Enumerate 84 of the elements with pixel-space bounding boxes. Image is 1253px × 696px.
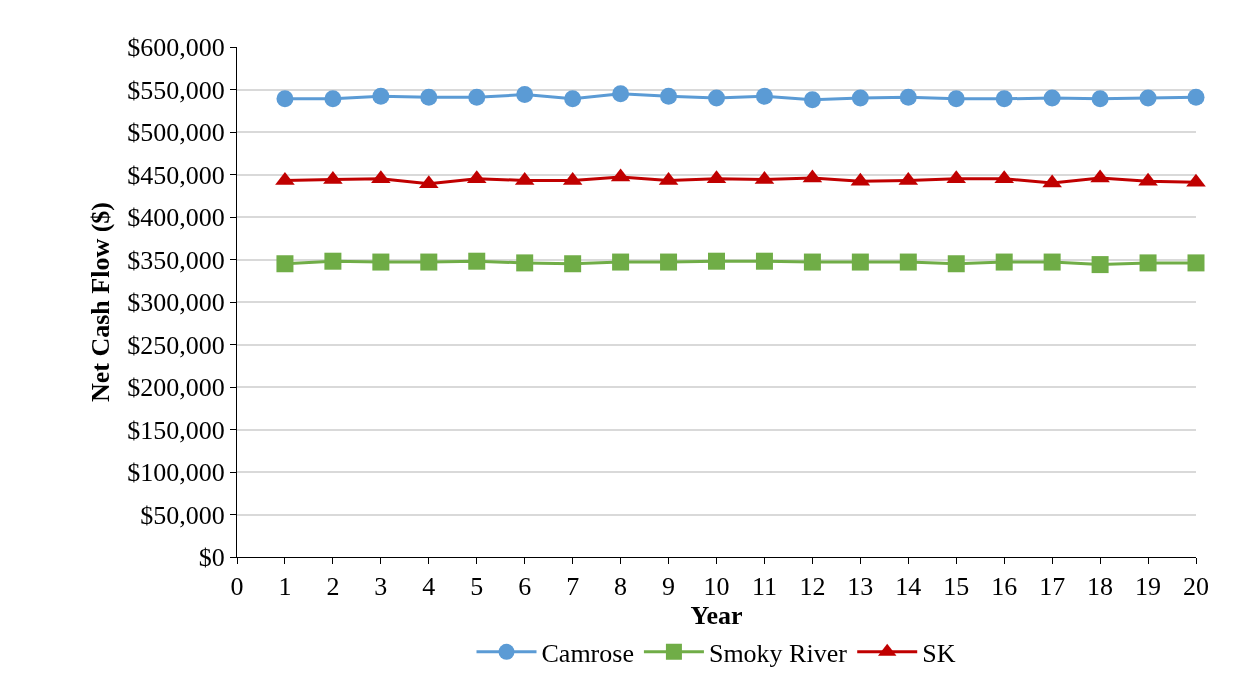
point (420, 88, 438, 106)
legend-label: SK (922, 638, 956, 668)
y-tick-label: $100,000 (127, 458, 225, 488)
point (276, 90, 294, 108)
y-axis-title: Net Cash Flow ($) (85, 201, 115, 403)
point (612, 85, 630, 103)
x-tick-label: 6 (518, 572, 532, 602)
x-tick-label: 14 (895, 572, 922, 602)
point (660, 87, 678, 105)
x-tick-label: 3 (374, 572, 388, 602)
point (1042, 174, 1062, 188)
y-tick-label: $50,000 (140, 500, 225, 530)
point (516, 86, 534, 104)
point (899, 88, 917, 106)
point (1186, 173, 1206, 187)
point (372, 87, 390, 105)
y-tick-label: $300,000 (127, 288, 225, 318)
point (947, 90, 965, 108)
x-tick-label: 17 (1039, 572, 1066, 602)
y-tick-label: $400,000 (127, 203, 225, 233)
point (516, 254, 534, 272)
point (1187, 254, 1205, 272)
x-tick-label: 15 (943, 572, 970, 602)
x-tick-label: 10 (703, 572, 730, 602)
x-tick-label: 5 (470, 572, 484, 602)
y-tick-label: $550,000 (127, 75, 225, 105)
x-tick-label: 20 (1183, 572, 1209, 602)
x-tick-label: 1 (278, 572, 292, 602)
point (851, 89, 869, 107)
point (468, 252, 486, 270)
point (275, 171, 295, 185)
y-tick-label: $150,000 (127, 415, 225, 445)
point (708, 252, 725, 270)
x-tick-label: 16 (991, 572, 1018, 602)
point (1090, 169, 1110, 183)
point (755, 87, 773, 105)
point (995, 90, 1013, 108)
point (1091, 256, 1109, 274)
point (1091, 90, 1109, 108)
point (899, 253, 917, 271)
x-tick-label: 19 (1135, 572, 1162, 602)
point (612, 253, 630, 271)
point (660, 253, 678, 271)
point (372, 253, 390, 271)
point (420, 253, 438, 271)
point (755, 252, 773, 270)
x-tick-label: 4 (422, 572, 436, 602)
x-tick-label: 12 (799, 572, 826, 602)
point (1043, 89, 1061, 107)
x-axis-title: Year (690, 601, 743, 631)
x-tick-label: 9 (662, 572, 676, 602)
point (1187, 88, 1205, 106)
x-tick-label: 8 (614, 572, 628, 602)
legend-label: Camrose (541, 638, 634, 668)
x-tick-label: 13 (847, 572, 874, 602)
point (803, 91, 821, 109)
y-tick-label: $350,000 (127, 245, 225, 275)
point (324, 252, 342, 270)
point (1139, 89, 1157, 107)
x-tick-label: 18 (1087, 572, 1114, 602)
x-tick-label: 11 (751, 572, 777, 602)
point (276, 255, 294, 273)
point (1138, 172, 1158, 186)
point (1139, 254, 1157, 272)
point (803, 253, 821, 271)
x-tick-label: 0 (230, 572, 244, 602)
point (324, 90, 342, 108)
point (708, 89, 725, 107)
point (564, 255, 582, 273)
legend-label: Smoky River (708, 638, 848, 668)
point (851, 253, 869, 271)
x-tick-label: 7 (566, 572, 580, 602)
y-tick-label: $450,000 (127, 160, 225, 190)
point (468, 88, 486, 106)
point (995, 253, 1013, 271)
x-tick-label: 2 (326, 572, 340, 602)
y-tick-label: $500,000 (127, 118, 225, 148)
point (1043, 253, 1061, 271)
y-tick-label: $0 (198, 543, 225, 573)
point (947, 255, 965, 273)
y-tick-label: $200,000 (127, 373, 225, 403)
y-tick-label: $250,000 (127, 330, 225, 360)
point (564, 90, 582, 108)
y-tick-label: $600,000 (127, 33, 225, 63)
